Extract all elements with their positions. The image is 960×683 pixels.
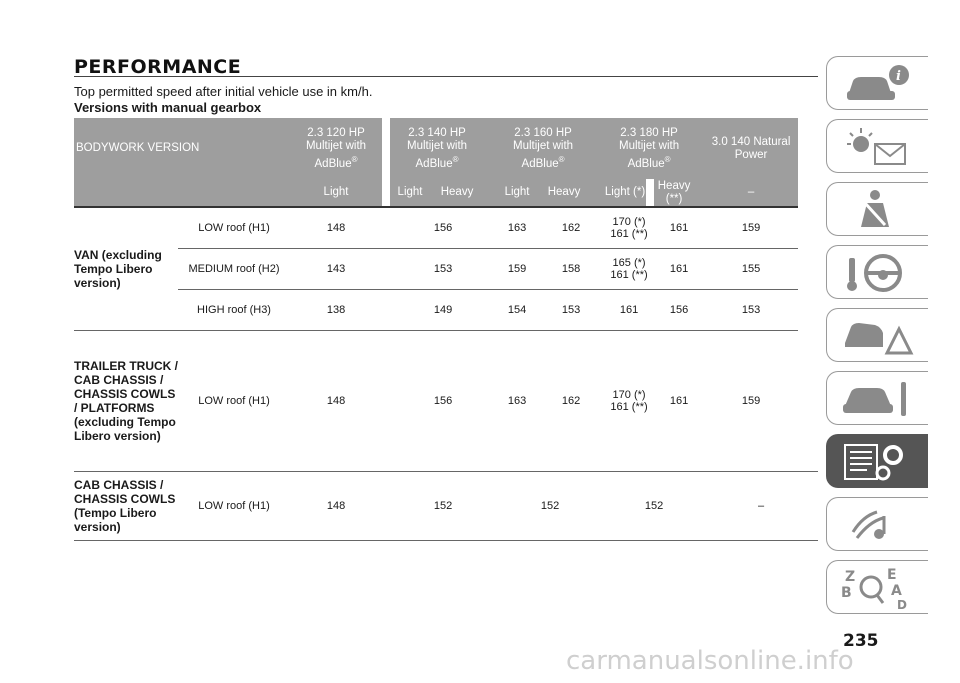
subtitle: Top permitted speed after initial vehicl… (74, 84, 373, 99)
tab-starting-driving[interactable] (826, 245, 928, 299)
speed-value: 138 (290, 289, 383, 331)
subheader-cell: Light (390, 179, 431, 207)
roof-label: LOW roof (H1) (178, 330, 291, 472)
speed-value: 152 (390, 471, 497, 541)
speed-value: 170 (*) 161 (**) (604, 206, 655, 249)
group-label: VAN (excluding Tempo Libero version) (74, 206, 178, 331)
engine-header-4: 2.3 180 HP Multijet with AdBlue® (604, 118, 695, 179)
subheader-cell: Light (496, 179, 539, 207)
page-title: PERFORMANCE (74, 56, 242, 78)
speed-value: 165 (*) 161 (**) (604, 248, 655, 290)
technical-data-icon (844, 444, 903, 481)
subheader-cell: Light (*) (604, 179, 647, 207)
speed-value: 152 (496, 471, 605, 541)
speed-value: 161 (654, 330, 705, 472)
speed-value: 156 (654, 289, 705, 331)
speed-value: 154 (496, 289, 539, 331)
svg-text:E: E (887, 567, 897, 583)
subheader-cell: – (704, 179, 799, 207)
tab-maintenance[interactable] (826, 371, 928, 425)
roof-label: LOW roof (H1) (178, 206, 291, 249)
speed-value: 159 (704, 206, 799, 249)
speed-value: 156 (390, 206, 497, 249)
roof-label: MEDIUM roof (H2) (178, 248, 291, 290)
speed-value: 148 (290, 206, 383, 249)
subheader-cell: Heavy (**) (654, 179, 695, 207)
subheader-cell: Heavy (430, 179, 485, 207)
speed-value: 152 (604, 471, 705, 541)
speed-value: 162 (538, 206, 605, 249)
speed-value: 148 (290, 471, 383, 541)
speed-value: 162 (538, 330, 605, 472)
group-label: TRAILER TRUCK / CAB CHASSIS / CHASSIS CO… (74, 330, 178, 472)
speed-value: 153 (538, 289, 605, 331)
group-label: CAB CHASSIS / CHASSIS COWLS (Tempo Liber… (74, 471, 178, 541)
speed-value: – (704, 471, 818, 541)
speed-value: 149 (390, 289, 497, 331)
speed-value: 170 (*) 161 (**) (604, 330, 655, 472)
car-maintenance-icon (843, 382, 906, 416)
index-search-icon: Z E B A D (841, 567, 907, 611)
tab-safety[interactable] (826, 182, 928, 236)
performance-table: BODYWORK VERSION 2.3 120 HP Multijet wit… (74, 118, 818, 541)
speed-value: 161 (604, 289, 655, 331)
section-title: Versions with manual gearbox (74, 100, 262, 115)
tab-index[interactable]: Z E B A D (826, 560, 928, 614)
tab-warning-lights[interactable] (826, 119, 928, 173)
svg-text:i: i (896, 69, 901, 84)
engine-header-1: 2.3 120 HP Multijet with AdBlue® (290, 118, 383, 179)
speed-value: 155 (704, 248, 799, 290)
title-rule (74, 76, 818, 77)
tab-emergency[interactable] (826, 308, 928, 362)
svg-text:A: A (891, 583, 902, 599)
speed-value: 163 (496, 330, 539, 472)
speed-value: 153 (704, 289, 799, 331)
watermark: carmanualsonline.info (566, 646, 854, 676)
speed-value: 161 (654, 248, 705, 290)
roof-label: LOW roof (H1) (178, 471, 291, 541)
car-info-icon: i (847, 65, 909, 100)
speed-value: 159 (496, 248, 539, 290)
car-emergency-icon (845, 323, 914, 355)
steering-wheel-key-icon (847, 254, 902, 292)
engine-header-5: 3.0 140 Natural Power (704, 118, 799, 179)
svg-text:B: B (841, 585, 852, 601)
speed-value: 163 (496, 206, 539, 249)
speed-value: 158 (538, 248, 605, 290)
svg-text:Z: Z (845, 569, 855, 585)
airbag-safety-icon (861, 190, 889, 227)
engine-header-3: 2.3 160 HP Multijet with AdBlue® (496, 118, 591, 179)
svg-text:D: D (897, 598, 907, 611)
speed-value: 153 (390, 248, 497, 290)
tab-multimedia[interactable] (826, 497, 928, 551)
subheader-cell: Heavy (538, 179, 591, 207)
speed-value: 148 (290, 330, 383, 472)
tab-car-info[interactable]: i (826, 56, 928, 110)
page-number: 235 (843, 631, 879, 651)
engine-header-2: 2.3 140 HP Multijet with AdBlue® (390, 118, 485, 179)
speed-value: 143 (290, 248, 383, 290)
roof-label: HIGH roof (H3) (178, 289, 291, 331)
tab-technical-data[interactable] (826, 434, 928, 488)
speed-value: 156 (390, 330, 497, 472)
subheader-cell: Light (290, 179, 383, 207)
speed-value: 159 (704, 330, 799, 472)
speed-value: 161 (654, 206, 705, 249)
warning-lights-icon (847, 128, 906, 165)
multimedia-icon (851, 510, 886, 539)
bodywork-header: BODYWORK VERSION (74, 118, 279, 179)
